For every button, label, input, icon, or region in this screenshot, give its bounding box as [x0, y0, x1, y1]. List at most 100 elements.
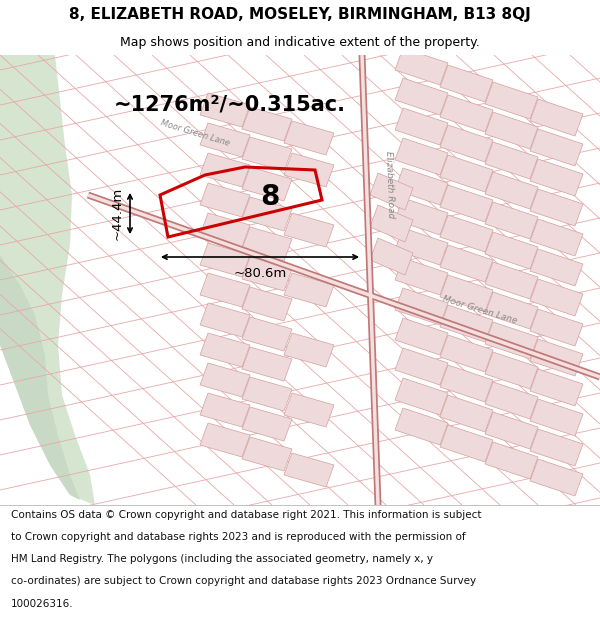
Polygon shape: [530, 339, 583, 376]
Polygon shape: [485, 412, 538, 449]
Polygon shape: [530, 219, 583, 256]
Polygon shape: [200, 363, 250, 397]
Polygon shape: [284, 393, 334, 427]
Polygon shape: [242, 317, 292, 351]
Polygon shape: [200, 183, 250, 217]
Polygon shape: [485, 352, 538, 389]
Polygon shape: [200, 333, 250, 367]
Polygon shape: [530, 399, 583, 436]
Polygon shape: [485, 382, 538, 419]
Polygon shape: [395, 108, 448, 145]
Text: ~1276m²/~0.315ac.: ~1276m²/~0.315ac.: [114, 95, 346, 115]
Polygon shape: [242, 257, 292, 291]
Polygon shape: [530, 99, 583, 136]
Polygon shape: [395, 378, 448, 415]
Polygon shape: [200, 213, 250, 247]
Polygon shape: [395, 138, 448, 175]
Polygon shape: [485, 322, 538, 359]
Polygon shape: [485, 442, 538, 479]
Polygon shape: [200, 123, 250, 157]
Polygon shape: [284, 121, 334, 155]
Polygon shape: [395, 48, 448, 85]
Polygon shape: [284, 213, 334, 247]
Polygon shape: [284, 333, 334, 367]
Polygon shape: [200, 393, 250, 427]
Text: Elizabeth Road: Elizabeth Road: [385, 151, 395, 219]
Polygon shape: [440, 155, 493, 192]
Polygon shape: [485, 172, 538, 209]
Polygon shape: [370, 205, 413, 242]
Polygon shape: [485, 112, 538, 149]
Polygon shape: [440, 335, 493, 372]
Polygon shape: [395, 198, 448, 235]
Polygon shape: [440, 395, 493, 432]
Polygon shape: [530, 159, 583, 196]
Text: Moor Green Lane: Moor Green Lane: [160, 118, 230, 148]
Polygon shape: [530, 429, 583, 466]
Polygon shape: [530, 189, 583, 226]
Polygon shape: [485, 82, 538, 119]
Polygon shape: [200, 243, 250, 277]
Polygon shape: [284, 453, 334, 487]
Polygon shape: [485, 232, 538, 269]
Polygon shape: [242, 347, 292, 381]
Polygon shape: [440, 365, 493, 402]
Polygon shape: [485, 292, 538, 329]
Polygon shape: [395, 168, 448, 205]
Text: 100026316.: 100026316.: [11, 599, 73, 609]
Polygon shape: [395, 348, 448, 385]
Polygon shape: [440, 275, 493, 312]
Polygon shape: [242, 377, 292, 411]
Polygon shape: [485, 262, 538, 299]
Polygon shape: [395, 228, 448, 265]
Polygon shape: [200, 303, 250, 337]
Text: co-ordinates) are subject to Crown copyright and database rights 2023 Ordnance S: co-ordinates) are subject to Crown copyr…: [11, 576, 476, 586]
Polygon shape: [440, 95, 493, 132]
Polygon shape: [530, 129, 583, 166]
Polygon shape: [395, 78, 448, 115]
Polygon shape: [440, 215, 493, 252]
Polygon shape: [530, 249, 583, 286]
Polygon shape: [370, 173, 413, 210]
Polygon shape: [395, 258, 448, 295]
Polygon shape: [530, 369, 583, 406]
Text: Moor Green Lane: Moor Green Lane: [442, 294, 518, 326]
Polygon shape: [200, 423, 250, 457]
Polygon shape: [242, 167, 292, 201]
Text: 8: 8: [260, 183, 280, 211]
Polygon shape: [242, 227, 292, 261]
Polygon shape: [0, 55, 80, 500]
Polygon shape: [200, 93, 250, 127]
Polygon shape: [530, 279, 583, 316]
Polygon shape: [284, 273, 334, 307]
Text: ~44.4m: ~44.4m: [111, 187, 124, 240]
Polygon shape: [485, 202, 538, 239]
Polygon shape: [485, 142, 538, 179]
Polygon shape: [530, 309, 583, 346]
Text: ~80.6m: ~80.6m: [233, 267, 287, 280]
Polygon shape: [440, 185, 493, 222]
Polygon shape: [440, 125, 493, 162]
Polygon shape: [242, 137, 292, 171]
Polygon shape: [0, 55, 95, 505]
Polygon shape: [242, 107, 292, 141]
Polygon shape: [242, 407, 292, 441]
Polygon shape: [395, 288, 448, 325]
Polygon shape: [200, 153, 250, 187]
Text: to Crown copyright and database rights 2023 and is reproduced with the permissio: to Crown copyright and database rights 2…: [11, 532, 466, 542]
Polygon shape: [440, 65, 493, 102]
Polygon shape: [440, 305, 493, 342]
Polygon shape: [530, 459, 583, 496]
Text: Map shows position and indicative extent of the property.: Map shows position and indicative extent…: [120, 36, 480, 49]
Polygon shape: [370, 238, 413, 275]
Text: Contains OS data © Crown copyright and database right 2021. This information is : Contains OS data © Crown copyright and d…: [11, 510, 481, 520]
Polygon shape: [284, 153, 334, 187]
Polygon shape: [395, 408, 448, 445]
Polygon shape: [200, 273, 250, 307]
Text: HM Land Registry. The polygons (including the associated geometry, namely x, y: HM Land Registry. The polygons (includin…: [11, 554, 433, 564]
Polygon shape: [242, 197, 292, 231]
Polygon shape: [242, 437, 292, 471]
Polygon shape: [440, 245, 493, 282]
Text: 8, ELIZABETH ROAD, MOSELEY, BIRMINGHAM, B13 8QJ: 8, ELIZABETH ROAD, MOSELEY, BIRMINGHAM, …: [69, 8, 531, 22]
Polygon shape: [440, 425, 493, 462]
